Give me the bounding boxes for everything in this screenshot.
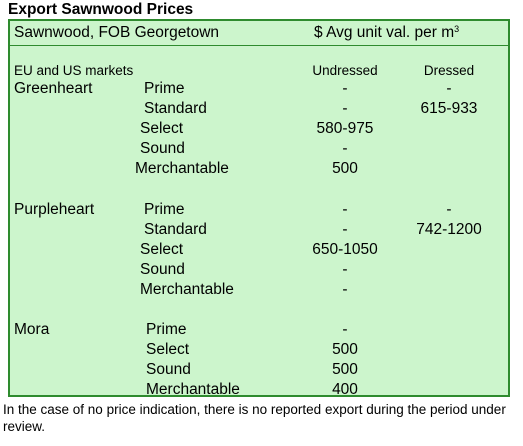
undressed-value: - bbox=[342, 261, 348, 278]
grade-label: Select bbox=[140, 241, 184, 258]
header-unit: $ Avg unit val. per m3 bbox=[314, 23, 459, 42]
undressed-value: - bbox=[342, 140, 348, 157]
grade-label: Prime bbox=[146, 321, 187, 338]
dressed-value: 742-1200 bbox=[416, 221, 482, 238]
price-table: Sawnwood, FOB Georgetown $ Avg unit val.… bbox=[8, 19, 510, 398]
undressed-value: 650-1050 bbox=[312, 241, 378, 258]
dressed-value: - bbox=[446, 80, 452, 97]
undressed-value: 500 bbox=[332, 341, 358, 358]
grade-label: Select bbox=[146, 341, 190, 358]
undressed-value: 580-975 bbox=[316, 120, 374, 137]
dressed-value: - bbox=[446, 201, 452, 218]
grade-label: Select bbox=[140, 120, 184, 137]
undressed-value: 500 bbox=[332, 160, 358, 177]
header-unit-sup: 3 bbox=[454, 24, 460, 34]
footnote: In the case of no price indication, ther… bbox=[3, 402, 506, 434]
undressed-value: 400 bbox=[332, 381, 358, 398]
grade-label: Standard bbox=[144, 100, 207, 117]
undressed-value: - bbox=[342, 201, 348, 218]
grade-label: Sound bbox=[140, 140, 185, 157]
grade-label: Standard bbox=[144, 221, 207, 238]
undressed-value: - bbox=[342, 100, 348, 117]
col-undressed: Undressed bbox=[312, 63, 378, 78]
grade-label: Merchantable bbox=[140, 281, 234, 298]
header-product: Sawnwood, FOB Georgetown bbox=[14, 24, 220, 41]
header-divider bbox=[10, 45, 508, 46]
undressed-value: 500 bbox=[332, 361, 358, 378]
species-mora: Mora bbox=[14, 321, 50, 338]
species-greenheart: Greenheart bbox=[14, 80, 93, 97]
undressed-value: - bbox=[342, 221, 348, 238]
species-purpleheart: Purpleheart bbox=[14, 201, 95, 218]
col-dressed: Dressed bbox=[423, 63, 475, 78]
grade-label: Prime bbox=[144, 201, 185, 218]
table-title: Export Sawnwood Prices bbox=[8, 1, 194, 18]
undressed-value: - bbox=[342, 80, 348, 97]
grade-label: Sound bbox=[146, 361, 191, 378]
grade-label: Merchantable bbox=[135, 160, 229, 177]
header-unit-text: $ Avg unit val. per m bbox=[314, 24, 455, 41]
dressed-value: 615-933 bbox=[420, 100, 478, 117]
grade-label: Prime bbox=[144, 80, 185, 97]
markets-label: EU and US markets bbox=[14, 63, 134, 78]
undressed-value: - bbox=[342, 281, 348, 298]
undressed-value: - bbox=[342, 321, 348, 338]
grade-label: Merchantable bbox=[146, 381, 240, 398]
grade-label: Sound bbox=[140, 261, 185, 278]
